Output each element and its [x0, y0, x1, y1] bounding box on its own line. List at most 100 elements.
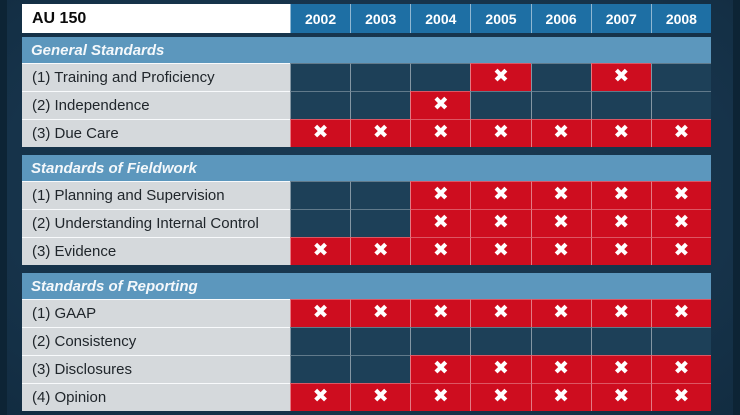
year-header-cell-2008: 2008 [650, 4, 711, 33]
x-mark-icon: ✖ [312, 121, 329, 143]
mark-cell-2005: ✖ [470, 209, 531, 237]
empty-cell-2006 [530, 91, 591, 119]
x-mark-icon: ✖ [493, 211, 509, 233]
section-header: General Standards [22, 37, 711, 63]
mark-cell-2002: ✖ [290, 383, 351, 411]
mark-cell-2007: ✖ [590, 63, 651, 91]
mark-cell-2004: ✖ [410, 91, 471, 119]
x-mark-icon: ✖ [493, 357, 509, 379]
au150-standards-table: AU 150 2002 2003 2004 2005 2006 2007 2008 Gene… [22, 4, 711, 411]
section-block: Standards of Reporting (1) GAAP ✖ ✖ ✖ ✖ ✖ ✖ ✖ (2)… [22, 273, 711, 411]
empty-cell-2002 [290, 355, 351, 383]
row-label-cell: (2) Independence [22, 91, 290, 119]
x-mark-icon: ✖ [673, 239, 690, 261]
table-row: (1) Planning and Supervision ✖ ✖ ✖ ✖ ✖ [22, 181, 711, 209]
mark-cell-2007: ✖ [590, 209, 651, 237]
x-mark-icon: ✖ [553, 121, 570, 143]
table-header-row: AU 150 2002 2003 2004 2005 2006 2007 2008 [22, 4, 711, 33]
mark-cell-2003: ✖ [350, 237, 411, 265]
mark-cell-2006: ✖ [530, 383, 591, 411]
mark-cell-2004: ✖ [410, 383, 471, 411]
x-mark-icon: ✖ [493, 65, 509, 87]
mark-cell-2005: ✖ [470, 237, 531, 265]
mark-cell-2007: ✖ [590, 299, 651, 327]
right-edge-shade [733, 0, 740, 415]
mark-cell-2007: ✖ [590, 383, 651, 411]
mark-cell-2002: ✖ [290, 119, 351, 147]
mark-cell-2003: ✖ [350, 299, 411, 327]
x-mark-icon: ✖ [673, 211, 690, 233]
empty-cell-2007 [590, 327, 651, 355]
empty-cell-2002 [290, 63, 351, 91]
year-header-cell-2002: 2002 [290, 4, 351, 33]
section-block: Standards of Fieldwork (1) Planning and S… [22, 155, 711, 265]
x-mark-icon: ✖ [613, 357, 630, 379]
table-row: (4) Opinion ✖ ✖ ✖ ✖ ✖ ✖ ✖ [22, 383, 711, 411]
mark-cell-2005: ✖ [470, 383, 531, 411]
empty-cell-2006 [530, 63, 591, 91]
empty-cell-2002 [290, 327, 351, 355]
x-mark-icon: ✖ [673, 183, 690, 205]
table-body: General Standards (1) Training and Profic… [22, 37, 711, 411]
x-mark-icon: ✖ [372, 239, 389, 261]
x-mark-icon: ✖ [613, 239, 630, 261]
mark-cell-2002: ✖ [290, 299, 351, 327]
empty-cell-2003 [350, 327, 411, 355]
mark-cell-2008: ✖ [650, 299, 711, 327]
mark-cell-2005: ✖ [470, 63, 531, 91]
x-mark-icon: ✖ [613, 301, 630, 323]
mark-cell-2004: ✖ [410, 119, 471, 147]
table-row: (2) Understanding Internal Control ✖ ✖ ✖ ✖ ✖ [22, 209, 711, 237]
x-mark-icon: ✖ [613, 121, 630, 143]
x-mark-icon: ✖ [673, 385, 690, 407]
mark-cell-2007: ✖ [590, 181, 651, 209]
x-mark-icon: ✖ [553, 357, 570, 379]
mark-cell-2008: ✖ [650, 119, 711, 147]
mark-cell-2003: ✖ [350, 119, 411, 147]
x-mark-icon: ✖ [493, 183, 509, 205]
row-label-cell: (3) Due Care [22, 119, 290, 147]
mark-cell-2008: ✖ [650, 181, 711, 209]
table-row: (2) Consistency [22, 327, 711, 355]
mark-cell-2007: ✖ [590, 355, 651, 383]
x-mark-icon: ✖ [553, 239, 570, 261]
mark-cell-2006: ✖ [530, 181, 591, 209]
empty-cell-2003 [350, 91, 411, 119]
mark-cell-2006: ✖ [530, 237, 591, 265]
x-mark-icon: ✖ [673, 121, 690, 143]
x-mark-icon: ✖ [312, 301, 329, 323]
x-mark-icon: ✖ [432, 239, 449, 261]
mark-cell-2004: ✖ [410, 355, 471, 383]
x-mark-icon: ✖ [553, 183, 570, 205]
x-mark-icon: ✖ [432, 121, 449, 143]
x-mark-icon: ✖ [432, 357, 449, 379]
mark-cell-2006: ✖ [530, 209, 591, 237]
row-label-cell: (2) Understanding Internal Control [22, 209, 290, 237]
mark-cell-2006: ✖ [530, 119, 591, 147]
x-mark-icon: ✖ [312, 239, 329, 261]
empty-cell-2004 [410, 327, 471, 355]
x-mark-icon: ✖ [493, 239, 509, 261]
section-header: Standards of Reporting [22, 273, 711, 299]
mark-cell-2004: ✖ [410, 299, 471, 327]
empty-cell-2008 [650, 63, 711, 91]
x-mark-icon: ✖ [432, 301, 449, 323]
x-mark-icon: ✖ [432, 93, 449, 115]
x-mark-icon: ✖ [432, 385, 449, 407]
row-label-cell: (3) Disclosures [22, 355, 290, 383]
mark-cell-2003: ✖ [350, 383, 411, 411]
empty-cell-2006 [530, 327, 591, 355]
row-label-cell: (3) Evidence [22, 237, 290, 265]
left-edge-shade [0, 0, 7, 415]
mark-cell-2008: ✖ [650, 355, 711, 383]
x-mark-icon: ✖ [613, 65, 630, 87]
mark-cell-2005: ✖ [470, 355, 531, 383]
mark-cell-2004: ✖ [410, 209, 471, 237]
table-row: (1) Training and Proficiency ✖ ✖ [22, 63, 711, 91]
x-mark-icon: ✖ [613, 211, 630, 233]
x-mark-icon: ✖ [372, 301, 389, 323]
empty-cell-2005 [470, 327, 531, 355]
x-mark-icon: ✖ [372, 385, 389, 407]
empty-cell-2005 [470, 91, 531, 119]
empty-cell-2002 [290, 181, 351, 209]
